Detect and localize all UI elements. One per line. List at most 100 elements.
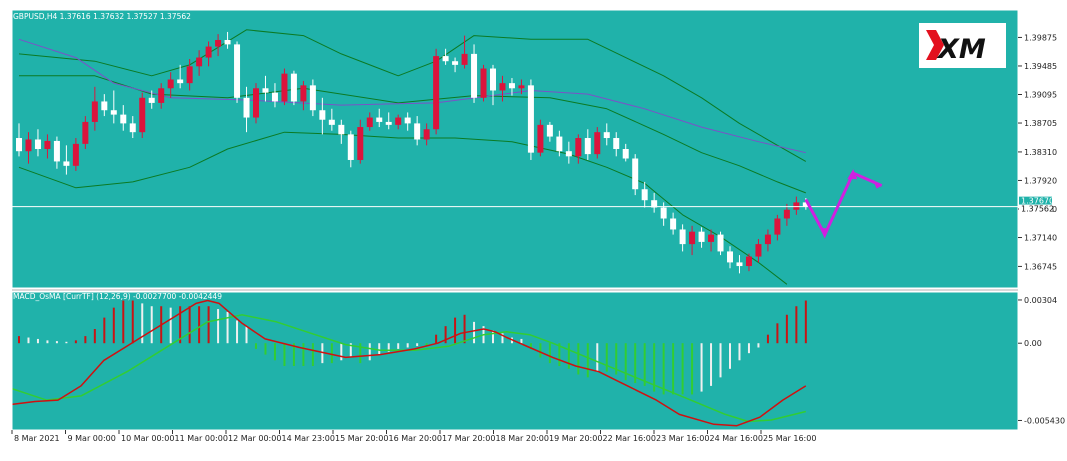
candle[interactable]: [101, 94, 108, 117]
candle[interactable]: [727, 246, 733, 269]
candle[interactable]: [167, 72, 174, 98]
candle-body: [442, 56, 449, 62]
candle[interactable]: [224, 31, 231, 49]
candle[interactable]: [25, 132, 32, 164]
candle-body: [471, 53, 478, 98]
candle[interactable]: [518, 79, 525, 95]
candle[interactable]: [594, 127, 601, 159]
candle[interactable]: [177, 64, 184, 89]
time-tick-label: 22 Mar 16:00: [603, 434, 656, 443]
candle[interactable]: [565, 141, 572, 164]
candle[interactable]: [745, 253, 752, 272]
candle[interactable]: [527, 79, 534, 160]
candle[interactable]: [442, 48, 449, 65]
candle[interactable]: [139, 92, 146, 139]
candle[interactable]: [461, 35, 468, 69]
candle[interactable]: [300, 80, 307, 111]
candle[interactable]: [44, 134, 51, 159]
candle[interactable]: [110, 90, 117, 124]
candle[interactable]: [508, 78, 515, 96]
candle-body: [774, 218, 781, 235]
candle[interactable]: [328, 108, 335, 131]
candle[interactable]: [414, 116, 421, 146]
price-panel[interactable]: [12, 10, 1018, 288]
candle[interactable]: [271, 83, 278, 108]
candle[interactable]: [471, 44, 478, 103]
candle[interactable]: [120, 105, 127, 131]
candle-body: [632, 158, 639, 190]
candle[interactable]: [708, 229, 715, 252]
candle[interactable]: [281, 68, 288, 106]
candle[interactable]: [499, 75, 506, 102]
candle[interactable]: [205, 41, 212, 67]
candle[interactable]: [53, 136, 60, 169]
candle[interactable]: [575, 134, 582, 164]
candle[interactable]: [622, 143, 629, 162]
candle[interactable]: [215, 34, 222, 57]
candle[interactable]: [736, 255, 743, 274]
candle[interactable]: [253, 83, 259, 124]
candle[interactable]: [546, 121, 553, 142]
candle[interactable]: [91, 86, 98, 131]
candle[interactable]: [641, 181, 648, 208]
candle-body: [243, 97, 250, 118]
candle[interactable]: [16, 123, 22, 157]
price-label-box: [1019, 204, 1052, 213]
indicator-panel-background: [12, 292, 1018, 430]
candle[interactable]: [129, 116, 136, 139]
candle[interactable]: [783, 203, 790, 226]
candle[interactable]: [423, 123, 430, 146]
candle[interactable]: [395, 114, 402, 130]
candle[interactable]: [376, 108, 383, 128]
indicator-panel[interactable]: [11, 292, 1018, 430]
candle[interactable]: [404, 112, 411, 131]
candle[interactable]: [793, 196, 800, 215]
candle[interactable]: [338, 119, 345, 144]
candle[interactable]: [679, 224, 686, 252]
time-tick-label: 8 Mar 2021: [14, 434, 60, 443]
candle[interactable]: [537, 119, 544, 157]
candle[interactable]: [158, 83, 165, 109]
candle[interactable]: [262, 75, 269, 102]
candle[interactable]: [309, 79, 316, 117]
candle[interactable]: [698, 227, 705, 248]
candle-body: [670, 218, 677, 230]
candle[interactable]: [613, 132, 620, 157]
candle[interactable]: [452, 57, 459, 73]
macd-line: [11, 299, 807, 427]
candle[interactable]: [366, 112, 373, 131]
candle[interactable]: [196, 50, 203, 76]
candle[interactable]: [234, 41, 241, 103]
candle[interactable]: [186, 59, 193, 91]
candle[interactable]: [319, 97, 326, 135]
candle[interactable]: [243, 86, 250, 133]
candle[interactable]: [148, 90, 155, 109]
candle[interactable]: [556, 130, 563, 157]
candle[interactable]: [670, 212, 677, 235]
candle[interactable]: [764, 229, 771, 252]
candle[interactable]: [347, 130, 354, 168]
candle[interactable]: [774, 214, 781, 241]
candle[interactable]: [651, 192, 658, 213]
candle[interactable]: [632, 154, 639, 196]
price-tick-label: 1.39095: [1024, 90, 1057, 99]
candle[interactable]: [34, 129, 41, 157]
candle[interactable]: [689, 225, 696, 256]
candle[interactable]: [385, 112, 392, 130]
candle[interactable]: [290, 70, 297, 106]
candle-body: [110, 110, 117, 115]
candle[interactable]: [490, 64, 496, 106]
candle[interactable]: [433, 48, 440, 135]
candle[interactable]: [755, 238, 762, 263]
candle[interactable]: [480, 64, 487, 102]
candle[interactable]: [72, 138, 79, 171]
candle[interactable]: [357, 119, 364, 164]
candle-body: [802, 202, 809, 207]
candle[interactable]: [82, 116, 89, 149]
candle[interactable]: [717, 231, 724, 256]
candle-body: [366, 117, 373, 128]
candle[interactable]: [584, 129, 591, 160]
candle[interactable]: [63, 145, 70, 175]
candle[interactable]: [603, 123, 610, 146]
